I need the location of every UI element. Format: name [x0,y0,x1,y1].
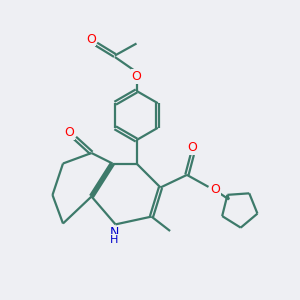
Text: O: O [210,183,220,196]
Text: O: O [188,141,197,154]
Text: O: O [64,126,74,139]
Text: N: N [109,226,119,239]
Text: O: O [86,33,96,46]
Text: O: O [132,70,141,83]
Text: H: H [110,235,118,245]
